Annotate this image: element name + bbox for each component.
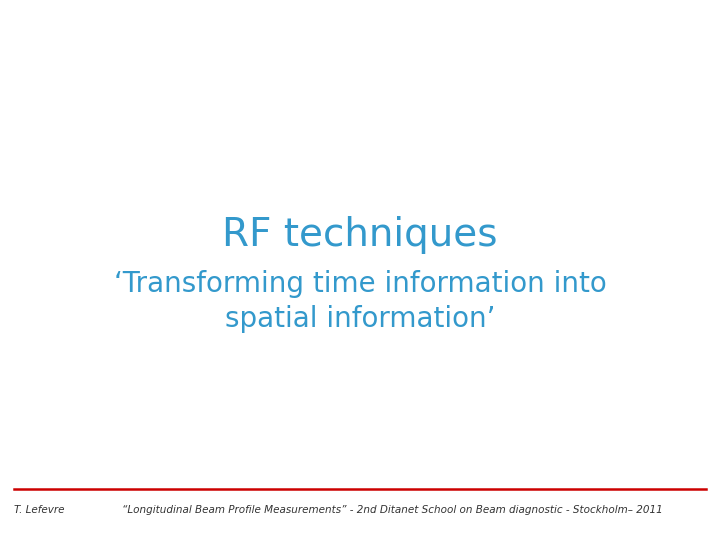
Text: spatial information’: spatial information’	[225, 305, 495, 333]
Text: RF techniques: RF techniques	[222, 216, 498, 254]
Text: “Longitudinal Beam Profile Measurements” - 2nd Ditanet School on Beam diagnostic: “Longitudinal Beam Profile Measurements”…	[122, 505, 663, 515]
Text: ‘Transforming time information into: ‘Transforming time information into	[114, 269, 606, 298]
Text: T. Lefevre: T. Lefevre	[14, 505, 65, 515]
